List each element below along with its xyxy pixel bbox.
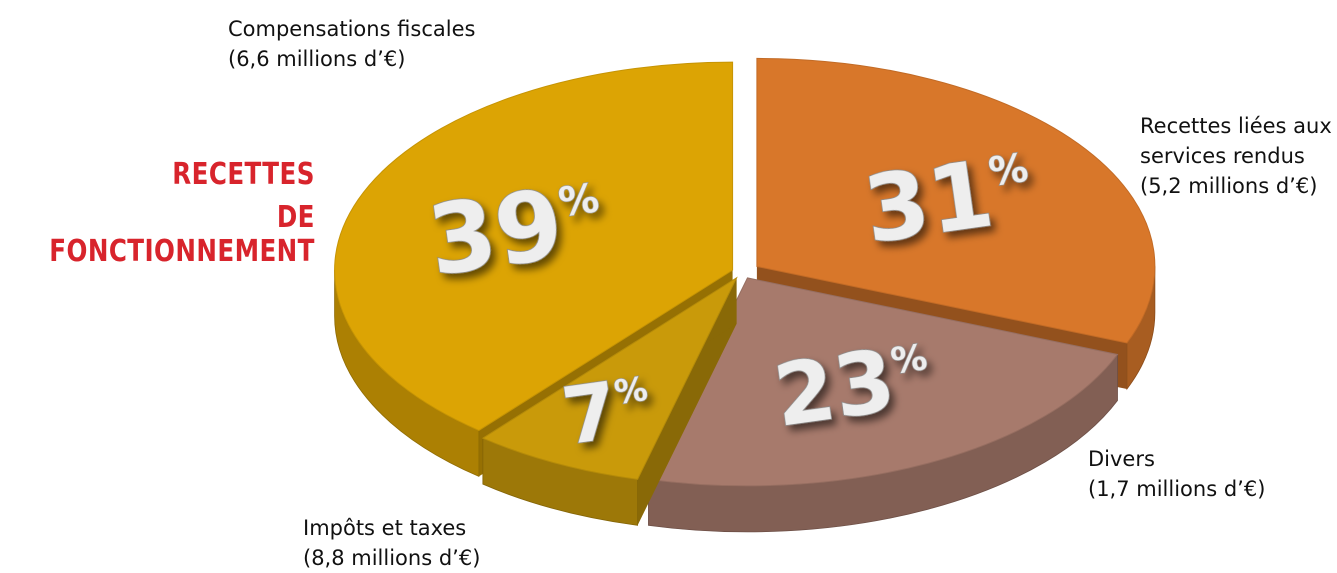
chart-title-line2: DE FONCTIONNEMENT — [49, 200, 315, 269]
pie-slice-divers-percent-value: 7 — [557, 367, 623, 464]
pie-slice-compensations-top — [756, 57, 1156, 344]
pie-slice-impots-percent-sign: % — [556, 175, 602, 226]
pie-slice-impots-top — [334, 61, 734, 431]
pie-slice-compensations-percent-value: 31 — [858, 140, 1000, 264]
slice-label-impots-name: Impôts et taxes — [303, 516, 467, 540]
pie-slice-divers — [481, 276, 738, 526]
slice-label-services-line1: Recettes liées aux — [1140, 114, 1332, 138]
chart-title-line1: RECETTES — [172, 157, 315, 192]
slice-label-services: Recettes liées aux services rendus (5,2 … — [1140, 111, 1332, 201]
slice-label-divers: Divers (1,7 millions d’€) — [1088, 444, 1265, 504]
slice-label-compensations-value: (6,6 millions d’€) — [228, 47, 406, 71]
slice-label-compensations: Compensations fiscales (6,6 millions d’€… — [228, 14, 475, 74]
pie-slice-services-percent-value: 23 — [768, 331, 900, 447]
slice-label-divers-value: (1,7 millions d’€) — [1088, 477, 1266, 501]
pie-slice-compensations-percent: 31% — [858, 135, 1038, 264]
slice-label-services-value: (5,2 millions d’€) — [1140, 174, 1318, 198]
pie-slice-impots-percent: 39% — [422, 162, 610, 297]
pie-slice-services-percent-sign: % — [888, 337, 929, 383]
pie-slice-services-top — [647, 277, 1119, 487]
slice-label-impots: Impôts et taxes (8,8 millions d’€) — [303, 513, 480, 573]
slice-label-divers-name: Divers — [1088, 447, 1155, 471]
slice-label-compensations-name: Compensations fiscales — [228, 17, 476, 41]
slice-label-impots-value: (8,8 millions d’€) — [303, 546, 481, 570]
pie-slice-divers-percent-sign: % — [612, 369, 650, 412]
pie-slice-divers-top — [481, 276, 738, 480]
pie-slice-divers-percent: 7% — [557, 362, 656, 463]
pie-slice-divers-wall-0 — [637, 277, 737, 526]
pie-slice-services-percent: 23% — [768, 326, 936, 447]
pie-slice-compensations-percent-sign: % — [986, 146, 1031, 196]
pie-slice-impots-percent-value: 39 — [422, 168, 570, 298]
slice-label-services-line2: services rendus — [1140, 144, 1305, 168]
